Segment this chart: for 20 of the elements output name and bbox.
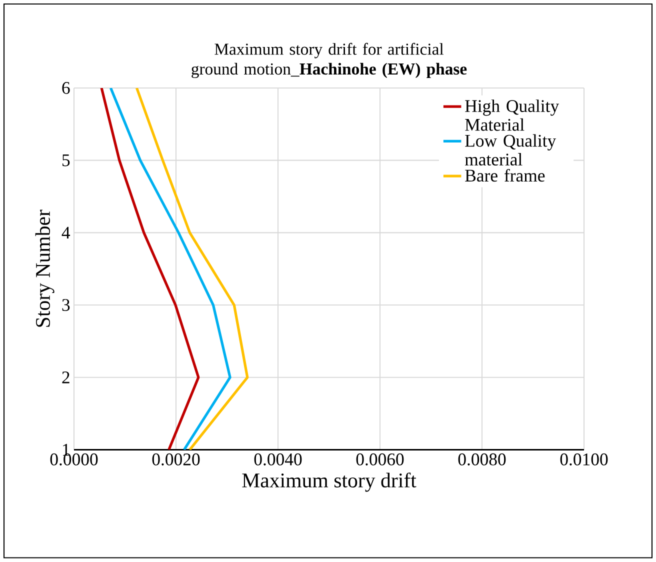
legend-label: Bare frame — [465, 169, 545, 182]
x-tick-label: 0.0080 — [458, 454, 506, 466]
x-tick-label: 0.0000 — [50, 454, 98, 466]
x-axis-title: Maximum story drift — [242, 472, 416, 492]
line-series — [135, 88, 249, 450]
line-series — [100, 88, 200, 450]
y-tick-label: 5 — [62, 154, 70, 166]
chart-title: Maximum story drift for artificial ground motion_Hachinohe (EW) phase — [192, 43, 467, 78]
y-tick-label: 6 — [62, 82, 70, 94]
legend-label: Low Quality material — [464, 134, 556, 166]
x-tick-label: 0.0100 — [560, 454, 608, 466]
x-tick-label: 0.0040 — [254, 454, 302, 466]
y-axis-title: Story Number — [35, 210, 54, 327]
y-tick-label: 3 — [62, 299, 70, 312]
x-tick-label: 0.0060 — [356, 454, 404, 466]
line-series — [109, 88, 232, 450]
x-tick-label: 0.0020 — [152, 454, 200, 466]
y-tick-label: 4 — [62, 227, 70, 239]
y-tick-label: 2 — [62, 372, 70, 384]
legend-label: High Quality Material — [465, 100, 560, 131]
